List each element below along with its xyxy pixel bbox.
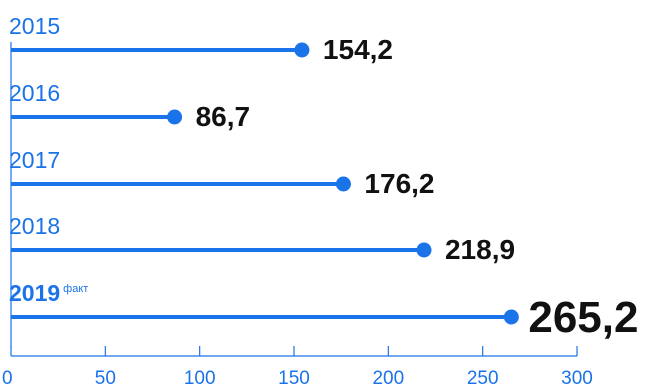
value-label: 265,2	[528, 293, 638, 342]
x-tick-label: 200	[372, 368, 404, 385]
x-tick-label: 300	[561, 368, 593, 385]
category-label: 2015	[9, 13, 60, 39]
value-label: 176,2	[364, 168, 434, 199]
category-label: 2017	[9, 147, 60, 173]
value-label: 218,9	[445, 234, 515, 265]
value-label: 86,7	[196, 101, 251, 132]
category-label: 2019	[9, 280, 60, 306]
category-label: 2018	[9, 213, 60, 239]
lollipop-dot	[294, 42, 310, 58]
x-tick-label: 0	[2, 368, 13, 385]
x-tick-label: 100	[184, 368, 216, 385]
highlight-suffix: факт	[63, 283, 88, 295]
value-label: 154,2	[323, 34, 393, 65]
category-label: 2016	[9, 80, 60, 106]
x-tick-label: 50	[95, 368, 116, 385]
lollipop-dot	[335, 176, 351, 192]
lollipop-dot	[167, 109, 183, 125]
x-tick-label: 250	[467, 368, 499, 385]
lollipop-dot	[416, 242, 432, 258]
lollipop-dot	[503, 309, 519, 325]
x-tick-label: 150	[278, 368, 310, 385]
